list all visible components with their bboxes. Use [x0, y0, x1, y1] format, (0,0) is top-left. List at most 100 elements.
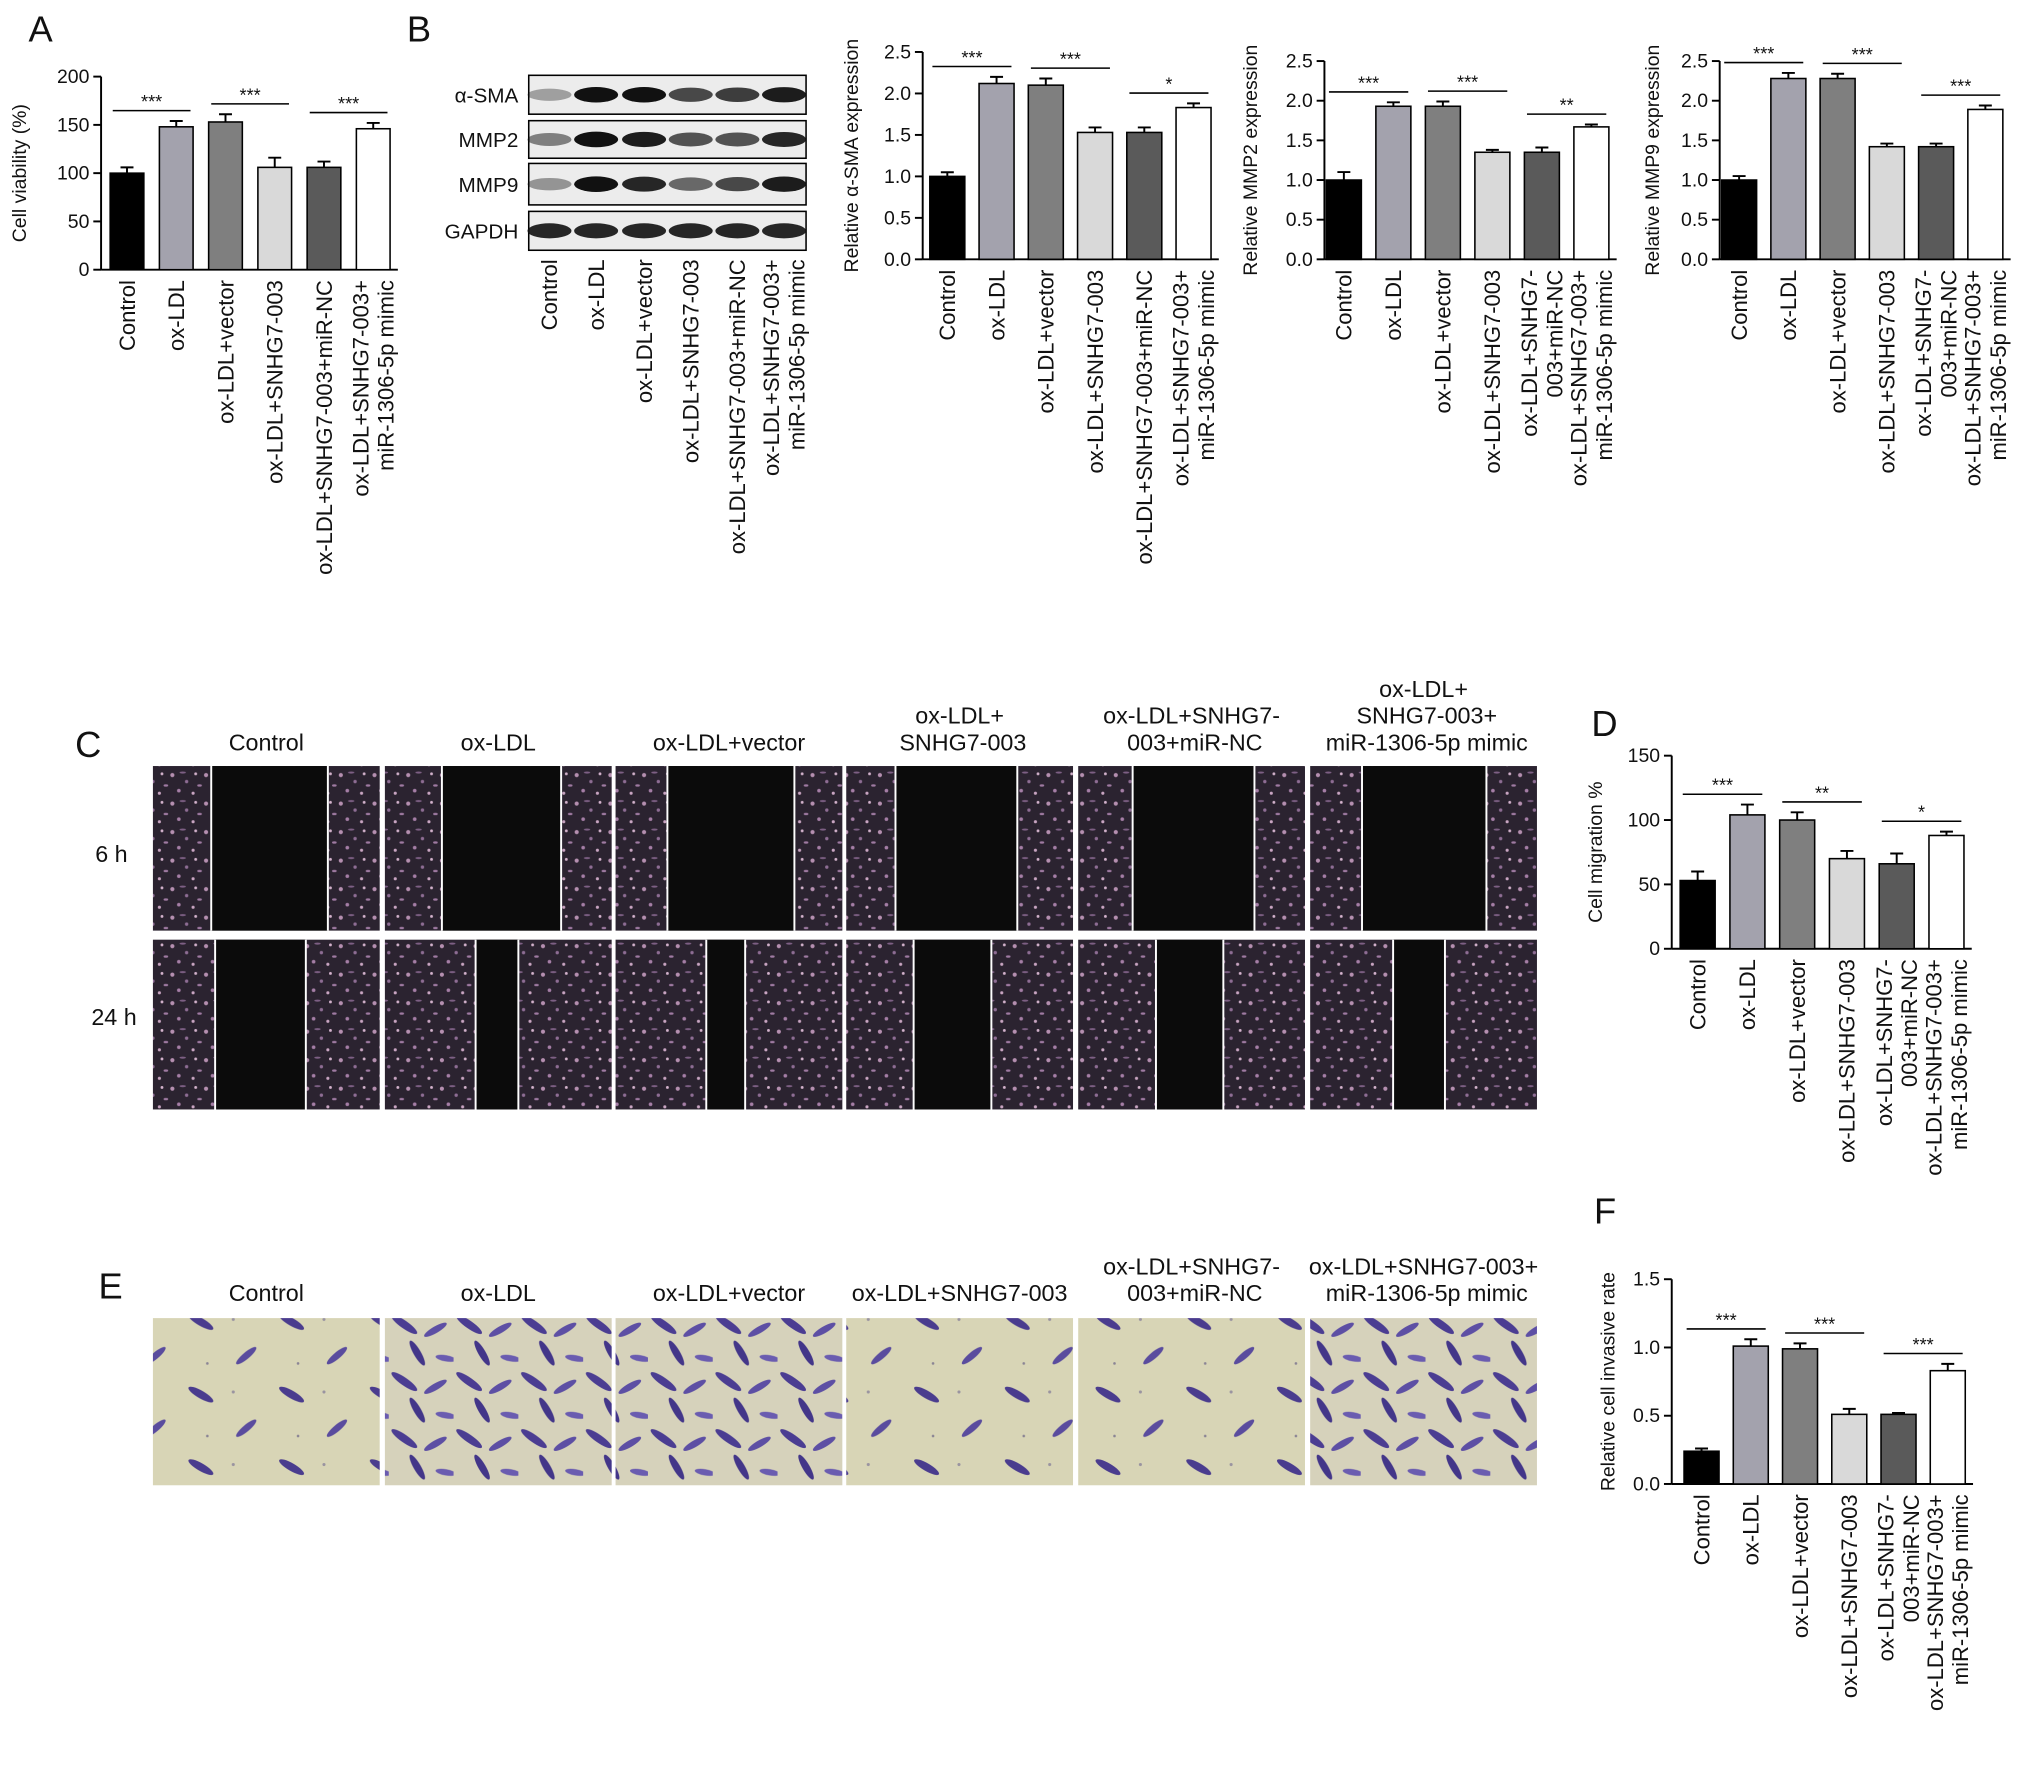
bar	[1967, 108, 2004, 261]
wound-gap	[895, 766, 1018, 931]
bar	[1831, 1413, 1868, 1485]
bar	[1770, 77, 1807, 261]
blot-band	[622, 131, 667, 148]
column-title: ox-LDL	[461, 1280, 536, 1306]
micrograph	[846, 1318, 1074, 1486]
x-tick-label: ox-LDL+SNHG7-003+ miR-1306-5p mimic	[1923, 1494, 1973, 1711]
x-tick-label: ox-LDL+SNHG7-003+ miR-1306-5p mimic	[348, 280, 398, 497]
y-tick-label: 0.0	[1633, 1473, 1660, 1495]
blot-band	[527, 223, 572, 239]
bar	[1573, 126, 1610, 261]
significance-label: ***	[1712, 776, 1733, 796]
western-blot: α-SMA MMP2 MMP9 GAPDH Control ox-LDL ox-LDL+ve…	[445, 74, 809, 554]
lane-label: ox-LDL+SNHG7-003+miR-NC	[725, 259, 750, 554]
error-bar	[366, 121, 380, 129]
error-bar	[1039, 77, 1053, 86]
significance-label: ***	[240, 85, 261, 105]
y-axis-label: Relative α-SMA expression	[841, 39, 863, 273]
error-bar	[169, 120, 183, 127]
y-axis-label: Relative cell invasive rate	[1598, 1272, 1620, 1491]
protein-label: α-SMA	[455, 85, 519, 108]
x-tick-label: ox-LDL+SNHG7-003	[1083, 270, 1108, 474]
y-tick-label: 2.0	[1681, 90, 1708, 112]
error-bar	[1840, 849, 1854, 859]
micrograph	[1310, 1318, 1537, 1486]
micrograph	[384, 1318, 612, 1486]
bar-chart: 0.0 0.5 1.0 1.5 2.0 2.5 Relative α-SMA express…	[841, 39, 1219, 565]
error-bar	[1929, 142, 1943, 147]
y-tick-label: 1.0	[1633, 1337, 1660, 1359]
wound-gap	[475, 939, 519, 1110]
error-bar	[990, 75, 1004, 84]
error-bar	[1781, 71, 1795, 79]
blot-band	[527, 132, 572, 146]
column-title: Control	[229, 729, 304, 755]
x-tick-label: Control	[1685, 959, 1710, 1030]
x-tick-label: Control	[935, 270, 960, 341]
x-tick-label: ox-LDL+vector	[1785, 959, 1810, 1103]
panel-label: D	[1591, 703, 1617, 744]
row-label: 6 h	[95, 841, 127, 867]
x-tick-label: ox-LDL+vector	[1431, 270, 1456, 414]
x-tick-label: ox-LDL+SNHG7-003+ miR-1306-5p mimic	[1169, 270, 1219, 487]
bar	[1781, 1348, 1819, 1485]
lane-label: ox-LDL+SNHG7-003	[679, 259, 704, 463]
y-tick-label: 0.0	[1286, 249, 1313, 271]
y-tick-label: 2.5	[1681, 51, 1708, 73]
bar	[1076, 131, 1114, 261]
significance-label: *	[1918, 803, 1925, 823]
panel-labels: A B C D E F	[29, 9, 1618, 1307]
blot-band	[715, 223, 760, 239]
error-bar	[1793, 1342, 1807, 1349]
significance-label: ***	[1852, 45, 1873, 65]
blot-band	[668, 223, 713, 239]
blot-band	[527, 88, 572, 101]
x-tick-label: ox-LDL+SNHG7- 003+miR-NC	[1872, 959, 1922, 1126]
bar	[257, 166, 293, 271]
column-title: ox-LDL+ SNHG7-003	[893, 703, 1026, 756]
bar	[929, 175, 966, 261]
significance-label: **	[1560, 96, 1574, 116]
y-tick-label: 2.0	[1286, 90, 1313, 112]
significance-label: ***	[1457, 73, 1478, 93]
error-bar	[1386, 101, 1400, 107]
lane-label: ox-LDL+SNHG7-003+ miR-1306-5p mimic	[759, 259, 809, 476]
y-tick-label: 100	[57, 163, 90, 185]
y-tick-label: 0	[79, 259, 90, 281]
column-title: ox-LDL+ SNHG7-003+ miR-1306-5p mimic	[1319, 676, 1528, 756]
y-tick-label: 0.5	[884, 207, 911, 229]
wound-gap	[1132, 766, 1255, 931]
bar-chart: 0.0 0.5 1.0 1.5 Relative cell invasive rate C…	[1598, 1269, 1973, 1711]
significance-label: ***	[1913, 1335, 1934, 1355]
y-tick-label: 1.0	[1681, 170, 1708, 192]
error-bar	[1978, 104, 1992, 110]
x-tick-label: ox-LDL+SNHG7- 003+miR-NC	[1874, 1494, 1924, 1661]
x-tick-label: ox-LDL	[984, 270, 1009, 341]
blot-band	[574, 176, 619, 192]
panel-label: F	[1594, 1190, 1616, 1231]
blot-band	[668, 132, 713, 147]
wound-gap	[667, 766, 795, 931]
wound-gap	[913, 939, 992, 1110]
blot-band	[574, 223, 619, 239]
error-bar	[1939, 830, 1953, 836]
x-tick-label: ox-LDL	[1776, 270, 1801, 341]
y-tick-label: 50	[68, 211, 90, 233]
y-tick-label: 1.5	[884, 124, 911, 146]
y-tick-label: 0.5	[1286, 209, 1313, 231]
x-tick-label: ox-LDL+SNHG7-003	[1875, 270, 1900, 474]
bar	[1679, 879, 1716, 950]
panel-label: B	[407, 9, 431, 50]
y-tick-label: 1.5	[1286, 130, 1313, 152]
error-bar	[317, 160, 331, 168]
column-title: ox-LDL+SNHG7-003	[852, 1280, 1068, 1306]
error-bar	[219, 113, 232, 122]
blot-band	[715, 132, 760, 147]
y-tick-label: 1.0	[884, 166, 911, 188]
significance-label: ***	[1950, 77, 1971, 97]
blot-band	[762, 176, 807, 192]
error-bar	[1436, 100, 1450, 107]
x-tick-label: ox-LDL+SNHG7-003	[263, 280, 288, 484]
column-title: Control	[229, 1280, 304, 1306]
